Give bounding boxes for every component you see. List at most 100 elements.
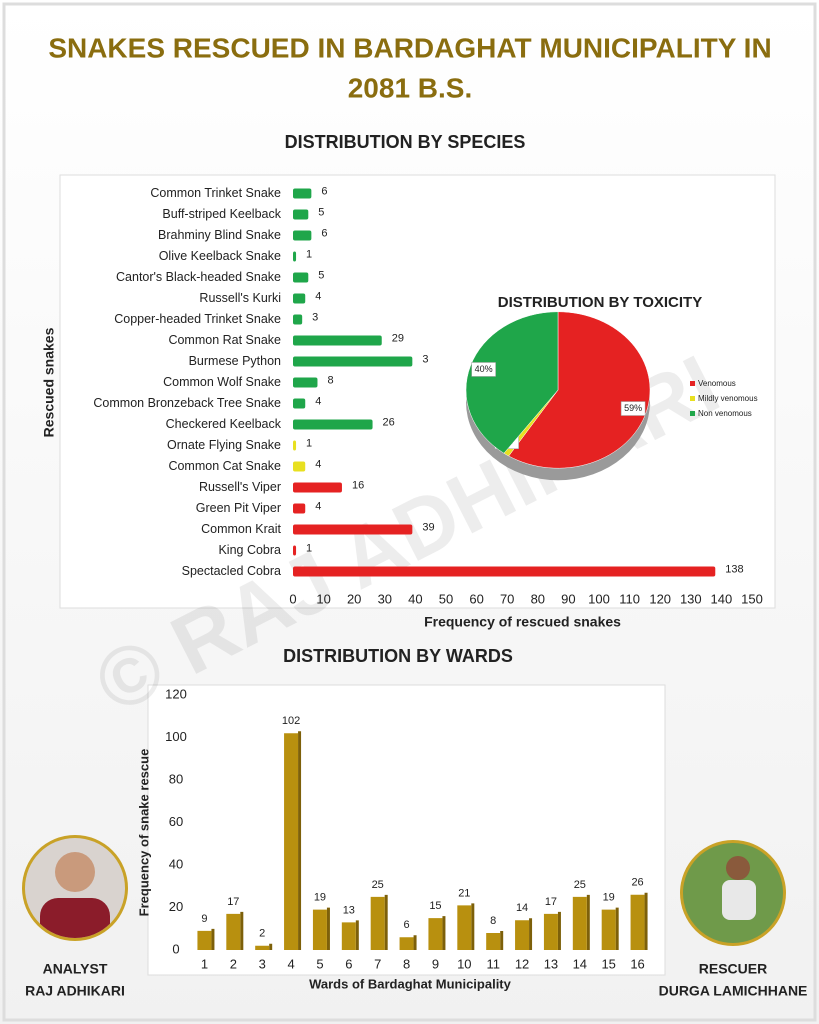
bar (293, 398, 306, 409)
x-tick-label: 1 (201, 956, 208, 971)
bar-side (500, 931, 504, 950)
data-label: 29 (392, 332, 404, 344)
chart-title: DISTRIBUTION BY SPECIES (285, 132, 526, 152)
x-tick-label: 16 (630, 956, 644, 971)
legend-label: Non venomous (698, 409, 752, 418)
data-label: 19 (314, 892, 326, 904)
pie-label-bg (471, 362, 496, 377)
y-tick-label: 120 (165, 686, 187, 701)
x-tick-label: 90 (561, 591, 575, 606)
bar (630, 894, 645, 950)
data-label: 14 (516, 902, 528, 914)
data-label: 4 (315, 500, 321, 512)
data-label: 3 (422, 353, 428, 365)
y-tick-label: Russell's Viper (199, 480, 281, 494)
legend-label: Venomous (698, 379, 736, 388)
bar (293, 524, 413, 535)
y-tick-label: Russell's Kurki (199, 291, 281, 305)
y-tick-label: 100 (165, 729, 187, 744)
bar (255, 945, 270, 950)
bar (293, 314, 303, 325)
legend-label: Mildly venomous (698, 394, 758, 403)
y-tick-label: 0 (172, 941, 179, 956)
bar (293, 356, 413, 367)
bar (601, 909, 616, 950)
x-tick-label: 40 (408, 591, 422, 606)
x-tick-label: 5 (316, 956, 323, 971)
data-label: 1 (306, 542, 312, 554)
data-label: 5 (318, 269, 324, 281)
bar-side (615, 907, 619, 950)
y-tick-label: 60 (169, 814, 183, 829)
bar-side (298, 731, 302, 950)
data-label: 8 (327, 374, 333, 386)
bar (293, 503, 306, 514)
x-tick-label: 9 (432, 956, 439, 971)
x-tick-label: 120 (649, 591, 671, 606)
photo-analyst (22, 835, 128, 941)
data-label: 9 (201, 913, 207, 925)
data-label: 16 (352, 479, 364, 491)
data-label: 17 (227, 896, 239, 908)
bar-side (355, 920, 359, 950)
bar (293, 272, 309, 283)
x-tick-label: 70 (500, 591, 514, 606)
data-label: 26 (383, 416, 395, 428)
y-tick-label: Cantor's Black-headed Snake (116, 270, 281, 284)
bar (543, 913, 558, 950)
x-tick-label: 4 (287, 956, 294, 971)
data-label: 1 (306, 437, 312, 449)
bar-side (326, 907, 330, 950)
bar (293, 293, 306, 304)
y-tick-label: Green Pit Viper (196, 501, 281, 515)
bar-side (529, 918, 533, 950)
y-tick-label: Copper-headed Trinket Snake (114, 312, 281, 326)
x-tick-label: 13 (544, 956, 558, 971)
y-axis-label: Rescued snakes (41, 327, 57, 437)
y-tick-label: 80 (169, 771, 183, 786)
data-label: 39 (422, 521, 434, 533)
data-label: 4 (315, 458, 321, 470)
bar (428, 918, 443, 950)
bar (293, 335, 382, 346)
data-label: 4 (315, 290, 321, 302)
bar (341, 922, 356, 950)
person-name: RAJ ADHIKARI (25, 983, 125, 999)
pie-label: 40% (475, 364, 493, 374)
data-label: 6 (321, 227, 327, 239)
legend-swatch (690, 381, 695, 386)
bar (293, 545, 297, 556)
title: SNAKES RESCUED IN BARDAGHAT MUNICIPALITY… (48, 32, 771, 63)
data-label: 13 (343, 904, 355, 916)
person-name: DURGA LAMICHHANE (659, 983, 808, 999)
bar-side (442, 916, 446, 950)
chart-title: DISTRIBUTION BY TOXICITY (498, 294, 702, 311)
bar (457, 905, 472, 950)
x-tick-label: 80 (531, 591, 545, 606)
data-label: 25 (574, 879, 586, 891)
data-label: 6 (321, 185, 327, 197)
y-tick-label: Common Rat Snake (168, 333, 281, 347)
bar-side (586, 894, 590, 950)
y-tick-label: King Cobra (218, 543, 281, 557)
data-label: 102 (282, 715, 300, 727)
photo-rescuer (680, 840, 786, 946)
bar (312, 909, 327, 950)
bar (197, 930, 212, 950)
bar (486, 933, 501, 950)
y-tick-label: Common Krait (201, 522, 281, 536)
pie-label: 59% (624, 403, 642, 413)
x-tick-label: 150 (741, 591, 763, 606)
data-label: 26 (631, 877, 643, 889)
bar-side (557, 911, 561, 950)
x-tick-label: 100 (588, 591, 610, 606)
data-label: 4 (315, 395, 321, 407)
pie-slice (465, 311, 559, 454)
y-tick-label: Common Bronzeback Tree Snake (93, 396, 281, 410)
x-tick-label: 3 (259, 956, 266, 971)
y-tick-label: 20 (169, 899, 183, 914)
bar-side (644, 892, 648, 950)
chart-title: DISTRIBUTION BY WARDS (283, 646, 513, 666)
